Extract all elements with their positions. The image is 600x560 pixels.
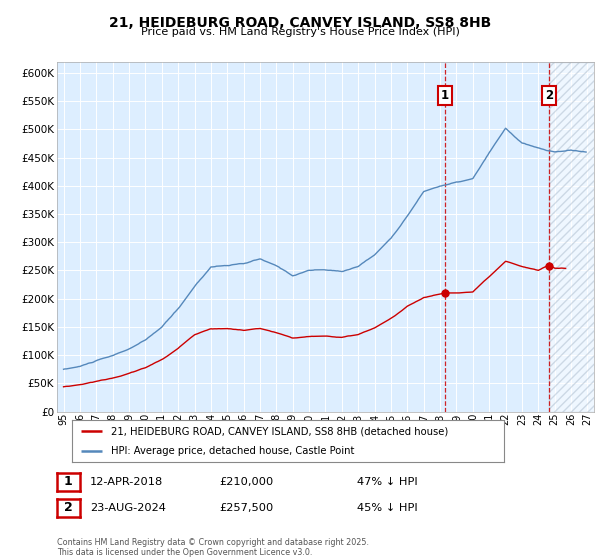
Text: £257,500: £257,500 — [219, 503, 273, 513]
Text: HPI: Average price, detached house, Castle Point: HPI: Average price, detached house, Cast… — [111, 446, 354, 456]
Text: 1: 1 — [64, 475, 73, 488]
Text: £210,000: £210,000 — [219, 477, 273, 487]
Bar — [549, 62, 596, 412]
Text: 47% ↓ HPI: 47% ↓ HPI — [357, 477, 418, 487]
Text: Contains HM Land Registry data © Crown copyright and database right 2025.
This d: Contains HM Land Registry data © Crown c… — [57, 538, 369, 557]
Text: 23-AUG-2024: 23-AUG-2024 — [90, 503, 166, 513]
Text: 1: 1 — [441, 89, 449, 102]
Bar — [549, 62, 596, 412]
Text: 2: 2 — [64, 501, 73, 515]
Text: Price paid vs. HM Land Registry's House Price Index (HPI): Price paid vs. HM Land Registry's House … — [140, 27, 460, 37]
Text: 21, HEIDEBURG ROAD, CANVEY ISLAND, SS8 8HB (detached house): 21, HEIDEBURG ROAD, CANVEY ISLAND, SS8 8… — [111, 426, 448, 436]
Text: 45% ↓ HPI: 45% ↓ HPI — [357, 503, 418, 513]
Text: 2: 2 — [545, 89, 553, 102]
Text: 12-APR-2018: 12-APR-2018 — [90, 477, 163, 487]
Text: 21, HEIDEBURG ROAD, CANVEY ISLAND, SS8 8HB: 21, HEIDEBURG ROAD, CANVEY ISLAND, SS8 8… — [109, 16, 491, 30]
